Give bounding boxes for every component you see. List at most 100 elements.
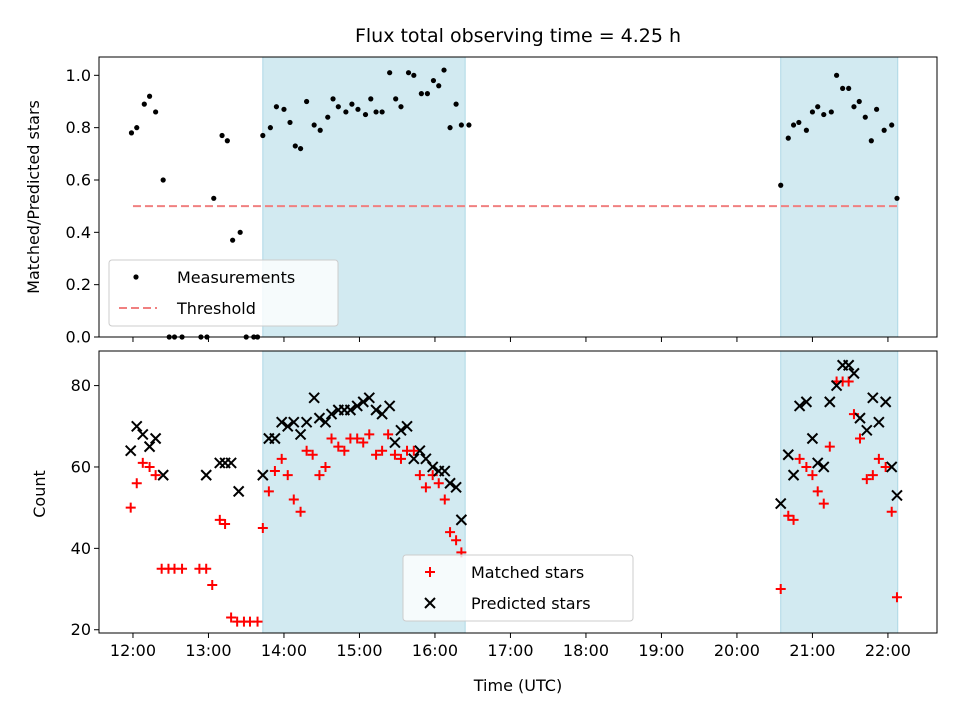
predicted-stars-point — [319, 416, 332, 428]
matched-stars-point — [891, 592, 902, 603]
measurements-point — [335, 104, 341, 110]
predicted-stars-point — [414, 444, 426, 457]
measurements-point — [368, 96, 374, 102]
predicted-stars-point — [450, 481, 462, 494]
predicted-stars-point — [861, 424, 873, 437]
measurements-point — [846, 85, 852, 92]
matched-stars-point — [307, 449, 318, 460]
legend-entry-label: Measurements — [177, 268, 295, 287]
predicted-stars-point — [439, 465, 451, 477]
measurements-point — [821, 111, 827, 118]
measurements-point — [373, 109, 379, 115]
matched-stars-point — [295, 506, 306, 517]
matched-stars-point — [144, 461, 155, 472]
matched-stars-point — [867, 470, 878, 481]
measurements-point — [889, 122, 895, 128]
measurements-point — [146, 93, 153, 99]
x-tick-label: 12:00 — [110, 641, 156, 660]
measurements-point — [411, 72, 417, 78]
matched-stars-point — [861, 474, 872, 485]
measurements-point — [387, 70, 393, 76]
predicted-stars-point — [848, 367, 860, 380]
matched-stars-point — [339, 445, 350, 456]
measurements-point — [224, 138, 230, 144]
matched-stars-point — [383, 429, 394, 440]
matched-stars-point — [301, 445, 312, 456]
top-y-tick-label: 0.6 — [66, 170, 91, 189]
measurements-point — [128, 130, 135, 136]
measurements-point — [424, 91, 431, 97]
measurements-point — [287, 119, 293, 126]
top-series-measurements — [128, 67, 900, 340]
measurements-point — [436, 83, 442, 89]
legend-entry-label: Predicted stars — [471, 594, 591, 613]
measurements-point — [803, 127, 809, 133]
measurements-point — [809, 109, 816, 115]
measurements-point — [292, 143, 298, 149]
measurements-point — [815, 104, 821, 110]
matched-stars-point — [775, 584, 786, 595]
matched-stars-point — [880, 461, 891, 472]
matched-stars-point — [269, 466, 280, 477]
predicted-stars-point — [891, 489, 903, 502]
measurements-point — [379, 109, 385, 115]
measurements-point — [868, 138, 874, 144]
predicted-stars-point — [800, 396, 813, 408]
matched-stars-point — [288, 494, 299, 505]
top-y-tick-label: 1.0 — [66, 66, 91, 85]
measurements-point — [828, 109, 834, 115]
measurements-point — [790, 122, 797, 128]
predicted-stars-point — [782, 449, 794, 461]
measurements-point — [281, 106, 287, 112]
measurements-point — [862, 114, 868, 120]
predicted-stars-point — [787, 469, 800, 481]
matched-stars-point — [207, 579, 218, 590]
matched-stars-point — [439, 494, 450, 505]
matched-stars-point — [214, 514, 225, 525]
measurements-point — [260, 132, 266, 139]
top-shaded-region-1 — [780, 56, 899, 338]
predicted-stars-point — [357, 396, 369, 408]
predicted-stars-point — [793, 400, 806, 412]
predicted-stars-point — [225, 457, 237, 469]
predicted-stars-point — [879, 396, 892, 408]
predicted-stars-point — [308, 392, 320, 404]
x-tick-label: 17:00 — [487, 641, 533, 660]
top-y-axis-label: Matched/Predicted stars — [24, 100, 43, 294]
matched-stars-point — [257, 523, 268, 534]
predicted-stars-point — [200, 469, 212, 481]
top-y-tick-label: 0.0 — [66, 328, 91, 347]
predicted-stars-point — [232, 485, 245, 498]
matched-stars-point — [377, 445, 388, 456]
x-tick-label: 14:00 — [261, 641, 307, 660]
predicted-stars-point — [149, 432, 162, 445]
matched-stars-point — [177, 563, 188, 574]
measurements-point — [311, 122, 317, 128]
measurements-point — [153, 109, 159, 115]
predicted-stars-point — [444, 477, 456, 489]
measurements-point — [881, 127, 887, 133]
top-axes-frame — [98, 56, 938, 338]
predicted-stars-point — [282, 420, 294, 432]
measurements-point — [466, 122, 472, 128]
measurements-point — [304, 98, 310, 105]
predicted-stars-point — [842, 359, 855, 371]
x-tick-label: 13:00 — [185, 641, 231, 660]
predicted-stars-point — [885, 461, 898, 473]
matched-stars-point — [320, 461, 331, 472]
predicted-stars-point — [269, 432, 281, 445]
matched-stars-point — [854, 433, 865, 444]
matched-stars-point — [125, 502, 136, 513]
measurements-point — [796, 119, 802, 126]
bottom-y-tick-label: 40 — [71, 539, 91, 558]
predicted-stars-point — [389, 436, 401, 449]
predicted-stars-point — [313, 412, 326, 424]
measurements-point — [325, 114, 331, 120]
predicted-stars-point — [867, 392, 879, 404]
matched-stars-point — [420, 482, 431, 493]
measurements-point — [458, 122, 464, 128]
matched-stars-point — [333, 441, 344, 452]
matched-stars-point — [783, 510, 794, 521]
matched-stars-point — [252, 616, 263, 627]
measurements-point — [219, 132, 225, 139]
